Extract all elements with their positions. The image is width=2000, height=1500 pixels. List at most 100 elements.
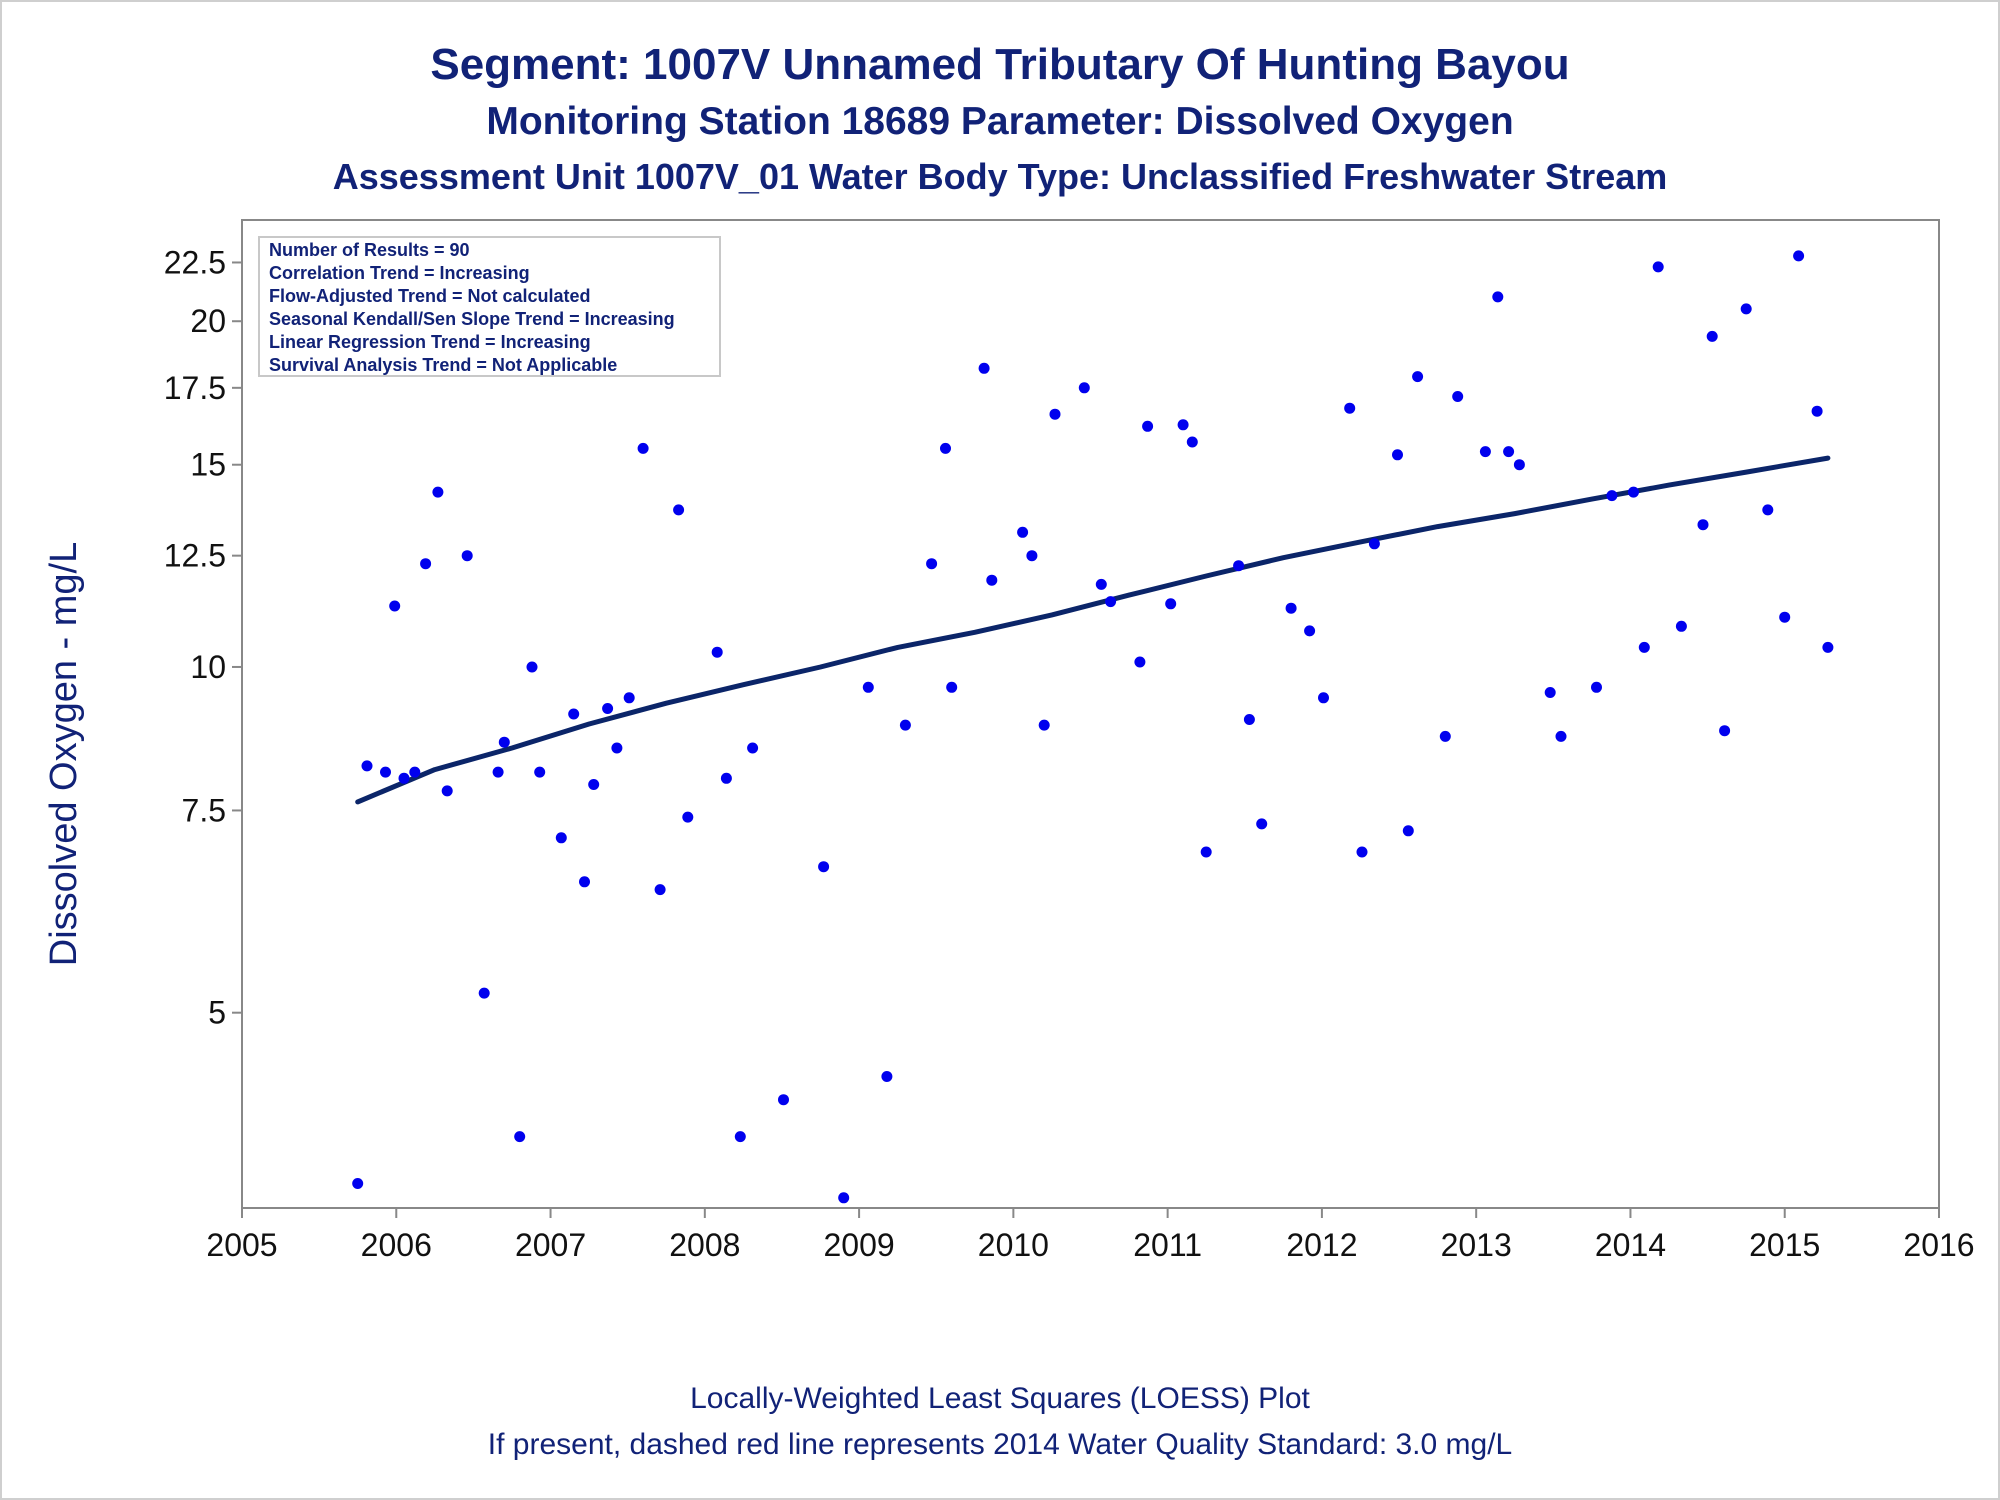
y-axis: 5 7.5 10 12.5 15 17.5 20 22.5 xyxy=(164,244,242,1031)
data-point xyxy=(441,785,453,797)
data-point xyxy=(492,766,504,778)
data-point xyxy=(1555,730,1567,742)
plot-area xyxy=(241,219,1940,1209)
x-tick-label: 2006 xyxy=(361,1227,432,1263)
data-point xyxy=(1479,446,1491,458)
y-tick-label: 7.5 xyxy=(182,792,226,828)
data-point xyxy=(1762,504,1774,516)
x-tick-label: 2014 xyxy=(1595,1227,1666,1263)
data-point xyxy=(926,558,938,570)
data-point xyxy=(478,987,490,999)
data-point xyxy=(1256,818,1268,830)
stats-seasonal-kendall-trend: Seasonal Kendall/Sen Slope Trend = Incre… xyxy=(269,309,675,329)
data-point xyxy=(1285,602,1297,614)
data-point xyxy=(986,574,998,586)
data-point xyxy=(361,760,373,772)
data-point xyxy=(1026,550,1038,562)
data-point xyxy=(1368,538,1380,550)
data-point xyxy=(1606,490,1618,502)
y-tick-label: 22.5 xyxy=(164,244,226,280)
data-point xyxy=(1652,261,1664,273)
chart-subtitle: Monitoring Station 18689 Parameter: Diss… xyxy=(486,100,1514,143)
data-point xyxy=(1356,846,1368,858)
data-point xyxy=(623,692,635,704)
data-point xyxy=(555,832,567,844)
data-point xyxy=(1503,446,1515,458)
y-tick-label: 15 xyxy=(190,447,226,483)
data-point xyxy=(461,550,473,562)
data-point xyxy=(514,1131,526,1143)
data-point xyxy=(1412,371,1424,383)
stats-flow-adjusted-trend: Flow-Adjusted Trend = Not calculated xyxy=(269,286,591,306)
data-point xyxy=(1544,687,1556,698)
data-point xyxy=(1591,681,1602,693)
data-point xyxy=(1142,420,1154,432)
x-axis: 2005 2006 2007 2008 2009 2010 2011 2012 2013 2014… xyxy=(206,1208,1975,1263)
data-points xyxy=(352,250,1834,1204)
y-tick-label: 12.5 xyxy=(164,538,226,574)
loess-trend-line xyxy=(355,455,1831,805)
data-point xyxy=(711,646,723,658)
data-point xyxy=(1186,436,1198,448)
data-point xyxy=(1513,459,1525,471)
data-point xyxy=(1719,725,1731,737)
data-point xyxy=(1177,419,1189,431)
data-point xyxy=(1318,692,1329,704)
x-tick-label: 2009 xyxy=(823,1227,894,1263)
chart-title: Segment: 1007V Unnamed Tributary Of Hunt… xyxy=(430,40,1570,89)
data-point xyxy=(1038,719,1050,731)
data-point xyxy=(978,362,990,374)
data-point xyxy=(1402,825,1414,837)
data-point xyxy=(673,504,685,516)
data-point xyxy=(881,1071,893,1082)
data-point xyxy=(588,779,600,790)
stats-correlation-trend: Correlation Trend = Increasing xyxy=(269,263,530,283)
data-point xyxy=(1675,620,1687,632)
footnote-standard: If present, dashed red line represents 2… xyxy=(487,1428,1513,1461)
data-point xyxy=(1706,330,1718,342)
x-tick-label: 2013 xyxy=(1441,1227,1512,1263)
data-point xyxy=(778,1094,789,1106)
x-tick-label: 2008 xyxy=(669,1227,740,1263)
data-point xyxy=(380,766,391,778)
stats-box: Number of Results = 90 Correlation Trend… xyxy=(258,236,721,377)
data-point xyxy=(579,876,590,888)
data-point xyxy=(838,1192,850,1204)
data-point xyxy=(1439,730,1451,742)
y-tick-label: 20 xyxy=(190,303,226,339)
data-point xyxy=(498,736,510,748)
stats-number-of-results: Number of Results = 90 xyxy=(269,240,470,260)
data-point xyxy=(1344,402,1356,414)
data-point xyxy=(654,884,666,896)
data-point xyxy=(1740,303,1752,315)
data-point xyxy=(602,703,614,714)
x-tick-label: 2012 xyxy=(1286,1227,1357,1263)
stats-box-border xyxy=(258,236,721,377)
data-point xyxy=(734,1131,746,1143)
data-point xyxy=(1628,486,1639,498)
x-tick-label: 2015 xyxy=(1749,1227,1820,1263)
data-point xyxy=(818,861,830,873)
x-tick-label: 2007 xyxy=(515,1227,586,1263)
data-point xyxy=(409,766,421,778)
stats-survival-analysis-trend: Survival Analysis Trend = Not Applicable xyxy=(269,355,617,375)
data-point xyxy=(1811,405,1823,417)
data-point xyxy=(1779,611,1791,623)
data-point xyxy=(1049,408,1061,420)
y-tick-label: 10 xyxy=(190,649,226,685)
chart-subtitle-2: Assessment Unit 1007V_01 Water Body Type… xyxy=(332,156,1668,197)
data-point xyxy=(568,708,580,720)
stats-linear-regression-trend: Linear Regression Trend = Increasing xyxy=(269,332,591,352)
data-point xyxy=(1392,449,1403,461)
x-tick-label: 2011 xyxy=(1133,1227,1202,1263)
data-point xyxy=(1452,391,1464,402)
data-point xyxy=(389,600,401,612)
data-point xyxy=(352,1178,364,1189)
data-point xyxy=(1078,382,1090,394)
data-point xyxy=(1822,641,1834,653)
data-point xyxy=(682,811,694,823)
data-point xyxy=(720,772,732,784)
data-point xyxy=(432,486,444,498)
data-point xyxy=(1233,560,1245,572)
